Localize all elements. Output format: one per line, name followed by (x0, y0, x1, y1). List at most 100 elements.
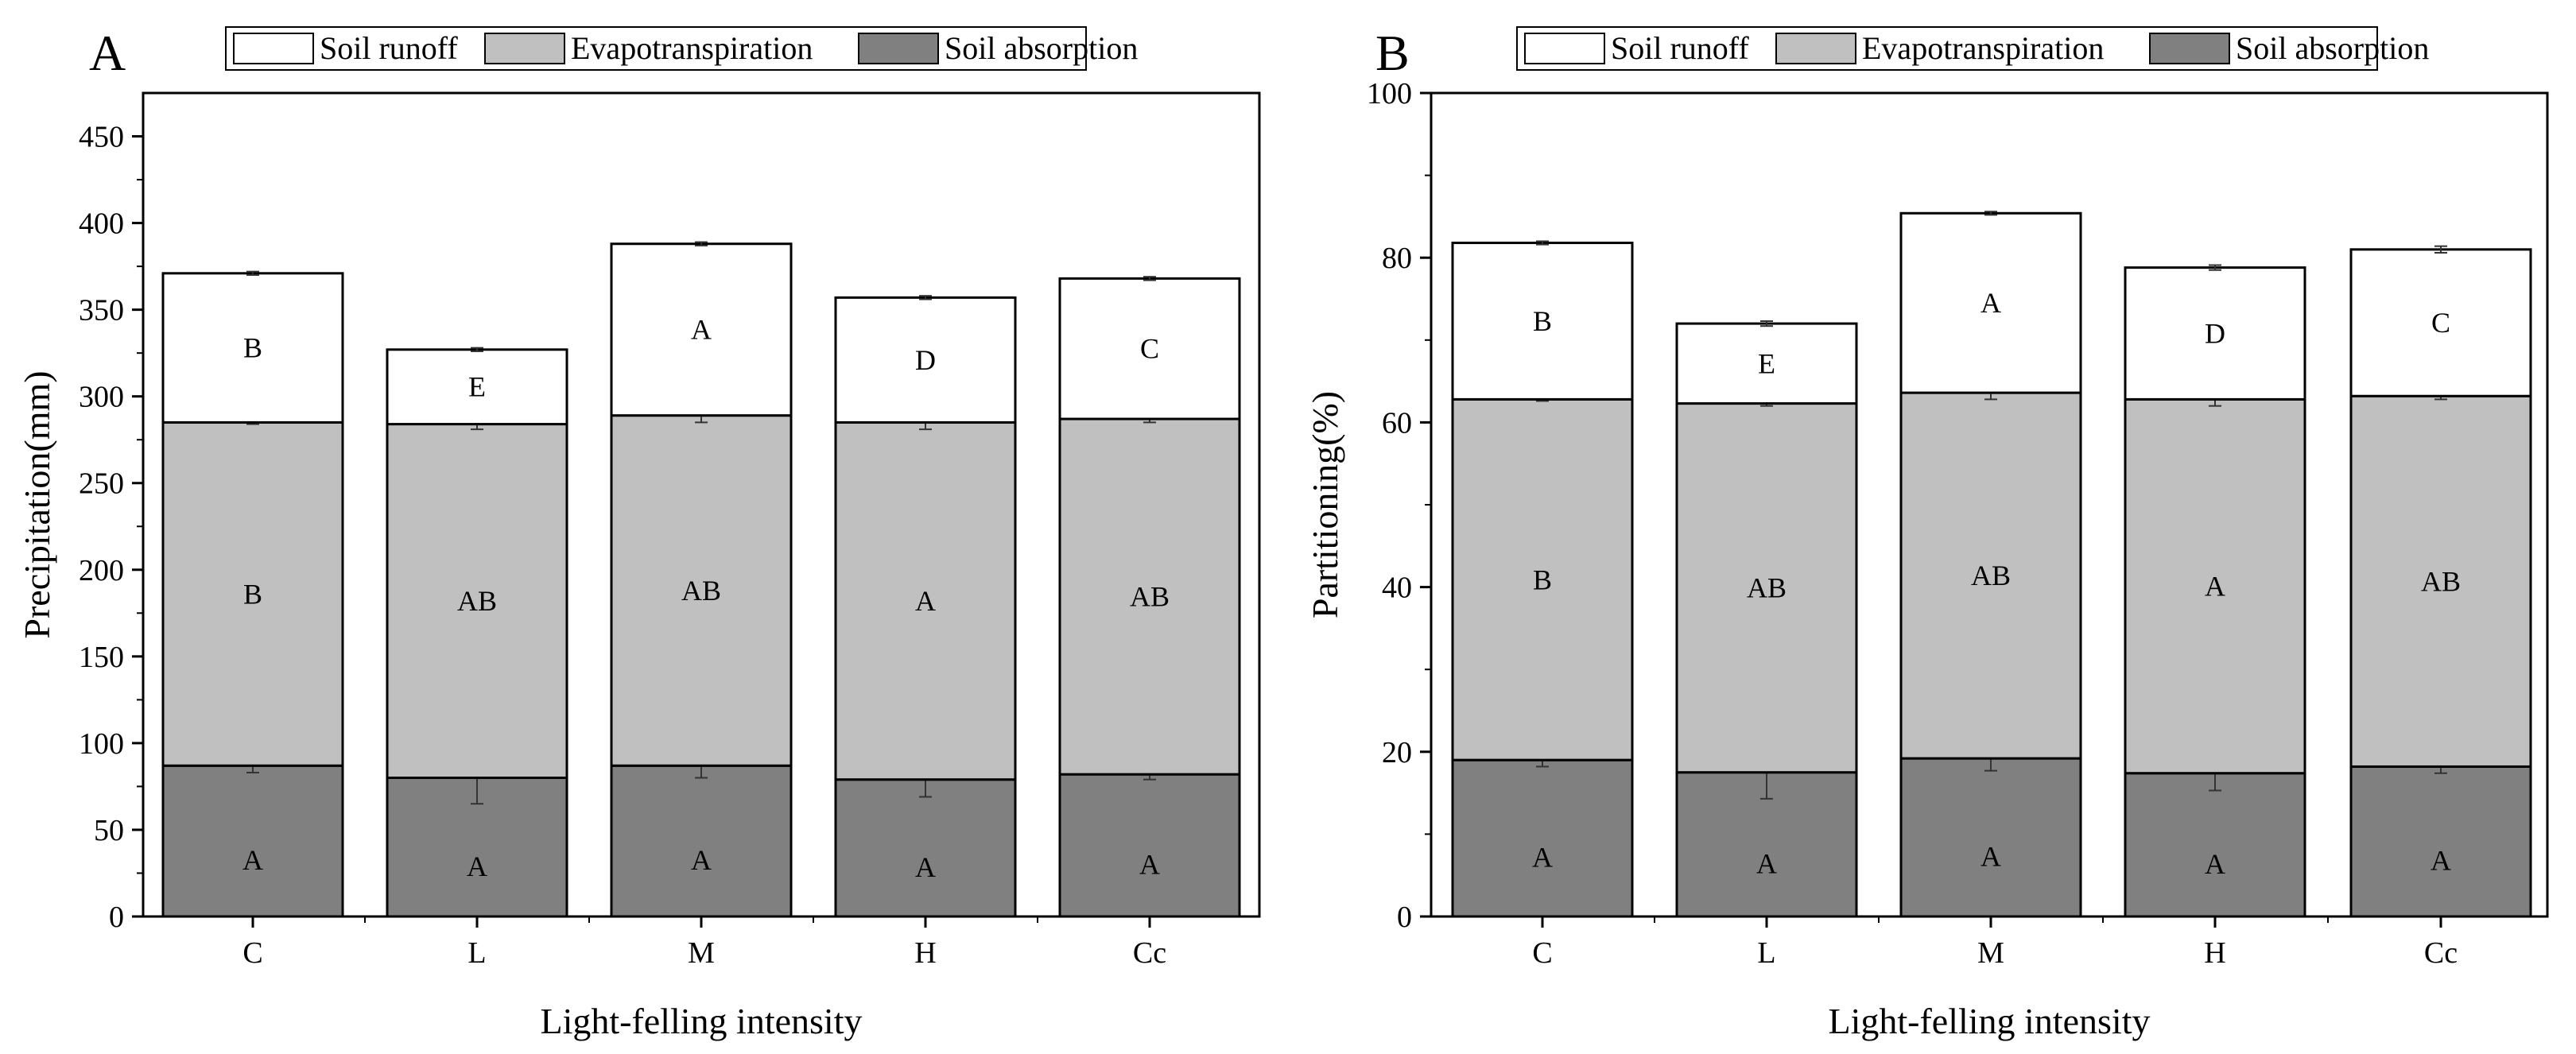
significance-letter-absorb: A (467, 851, 487, 882)
y-tick-label: 100 (1367, 77, 1412, 110)
y-tick-label: 450 (79, 121, 124, 154)
bar-segment-absorb (1058, 773, 1241, 918)
significance-letter-evap: B (1533, 564, 1552, 595)
x-tick-label: H (2204, 936, 2225, 970)
significance-letter-absorb: A (1756, 847, 1777, 879)
bar-segment-runoff (834, 296, 1017, 424)
significance-letter-runoff: A (1980, 287, 2001, 319)
significance-letter-runoff: B (243, 332, 262, 364)
significance-letter-runoff: E (468, 371, 486, 403)
y-tick-label: 50 (94, 814, 124, 847)
bar-segment-absorb (610, 764, 793, 918)
significance-letter-evap: A (915, 585, 936, 617)
bar-segment-evap (1451, 397, 1634, 761)
y-tick-label: 0 (1397, 901, 1412, 934)
significance-letter-evap: AB (1130, 581, 1170, 613)
significance-letter-absorb: A (691, 844, 712, 876)
y-tick-label: 250 (79, 467, 124, 501)
chart-panel-b: B Soil runoff Evapotranspiration Soil absor… (1305, 25, 2549, 1041)
bar-segment-absorb (161, 764, 344, 918)
x-tick-label: M (688, 936, 715, 970)
bar-segment-evap (386, 423, 568, 780)
significance-letter-absorb: A (1532, 842, 1553, 874)
legend-label-evap: Evapotranspiration (571, 30, 813, 66)
bar-segment-evap (834, 420, 1017, 781)
y-axis-title: Precipitation(mm) (17, 370, 57, 638)
significance-letter-runoff: D (2205, 318, 2225, 350)
significance-letter-evap: AB (457, 585, 497, 617)
significance-letter-absorb: A (2431, 845, 2451, 877)
bar-segment-runoff (1058, 277, 1241, 420)
x-tick-label: C (1532, 936, 1552, 970)
bar-segment-runoff (2124, 266, 2306, 401)
bar-segment-evap (610, 414, 793, 767)
legend-label-absorb: Soil absorption (945, 30, 1138, 66)
legend: Soil runoff Evapotranspiration Soil absorp… (225, 26, 1138, 71)
significance-letter-runoff: C (2431, 307, 2450, 339)
bar-segment-runoff (386, 348, 568, 426)
x-tick-label: Cc (1133, 936, 1166, 970)
panel-label: B (1375, 25, 1410, 81)
y-tick-label: 20 (1382, 736, 1412, 769)
bar-segment-evap (2124, 397, 2306, 775)
x-tick-label: L (467, 936, 486, 970)
bar-segment-absorb (1451, 758, 1634, 918)
significance-letter-runoff: A (691, 314, 712, 346)
bar-segment-runoff (2349, 248, 2532, 397)
legend-swatch-absorb (858, 33, 939, 64)
significance-letter-evap: B (243, 578, 262, 610)
bar-segment-absorb (1899, 757, 2082, 918)
legend-label-absorb: Soil absorption (2236, 30, 2429, 66)
y-tick-label: 350 (79, 294, 124, 327)
bar-segment-evap (2349, 394, 2532, 768)
legend-swatch-runoff (1524, 33, 1605, 64)
y-tick-label: 60 (1382, 406, 1412, 440)
bar-segment-evap (1899, 391, 2082, 760)
significance-letter-runoff: C (1140, 333, 1159, 365)
y-tick-label: 100 (79, 727, 124, 761)
bar-segment-evap (161, 420, 344, 767)
y-tick-label: 200 (79, 554, 124, 587)
x-tick-label: Cc (2424, 936, 2458, 970)
significance-letter-evap: AB (681, 575, 721, 606)
significance-letter-absorb: A (1139, 849, 1160, 881)
chart-panel-a: A Soil runoff Evapotranspiration Soil absor… (17, 25, 1261, 1041)
x-tick-label: L (1757, 936, 1775, 970)
x-axis-title: Light-felling intensity (541, 1001, 863, 1041)
significance-letter-absorb: A (1980, 841, 2001, 873)
legend-label-runoff: Soil runoff (320, 30, 458, 66)
legend: Soil runoff Evapotranspiration Soil absorp… (1516, 26, 2429, 71)
legend-swatch-runoff (233, 33, 314, 64)
significance-letter-absorb: A (2205, 848, 2225, 880)
significance-letter-absorb: A (915, 851, 936, 883)
significance-letter-runoff: D (915, 344, 936, 376)
bar-segment-runoff (610, 242, 793, 417)
x-tick-label: H (914, 936, 936, 970)
significance-letter-evap: AB (2421, 565, 2461, 597)
legend-swatch-evap (1775, 33, 1856, 64)
bar-segment-absorb (2124, 772, 2306, 918)
legend-swatch-absorb (2149, 33, 2230, 64)
x-tick-label: C (242, 936, 262, 970)
bar-segment-absorb (2349, 765, 2532, 918)
bar-segment-evap (1675, 402, 1858, 774)
y-tick-label: 40 (1382, 572, 1412, 605)
bar-segment-runoff (1899, 211, 2082, 394)
legend-swatch-evap (484, 33, 565, 64)
y-tick-label: 300 (79, 381, 124, 414)
bar-segment-absorb (834, 778, 1017, 918)
x-tick-label: M (1977, 936, 2004, 970)
y-axis-title: Partitioning(%) (1305, 391, 1345, 618)
bar-segment-evap (1058, 417, 1241, 776)
significance-letter-runoff: B (1533, 305, 1552, 337)
legend-frame (1516, 26, 2378, 71)
significance-letter-evap: AB (1747, 572, 1787, 604)
legend-label-runoff: Soil runoff (1611, 30, 1749, 66)
significance-letter-evap: AB (1971, 560, 2011, 591)
significance-letter-runoff: E (1758, 347, 1775, 379)
legend-frame (225, 26, 1087, 71)
y-tick-label: 0 (109, 901, 124, 934)
legend-label-evap: Evapotranspiration (1862, 30, 2104, 66)
significance-letter-absorb: A (242, 844, 263, 876)
